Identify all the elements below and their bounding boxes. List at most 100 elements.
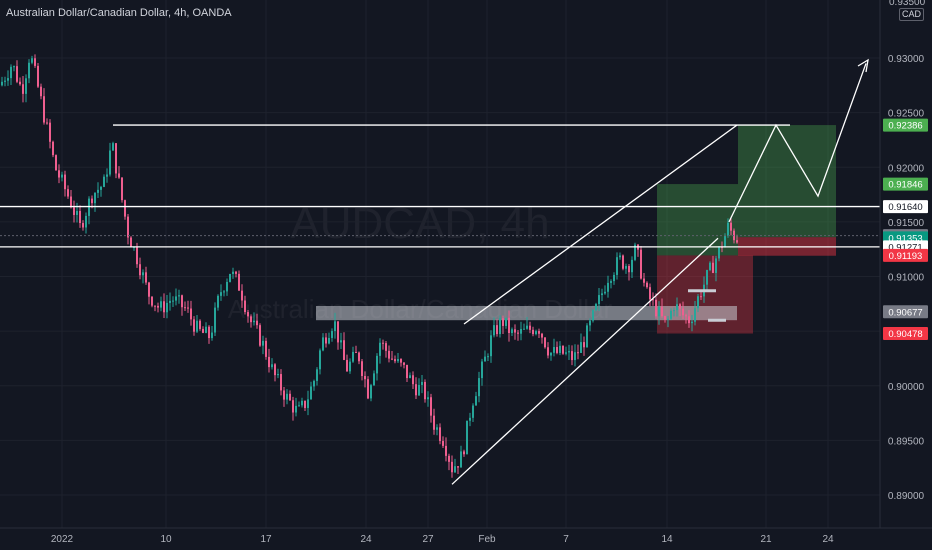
candle-body [553,347,555,353]
candle-body [607,282,609,292]
candle-body [628,265,630,273]
candle-body [613,274,615,282]
candle-body [604,291,606,294]
candle-body [367,379,369,399]
candle-body [439,427,441,441]
candle-body [415,384,417,396]
candle-body [10,66,12,79]
candle-body [538,331,540,334]
candle-body [7,78,9,81]
currency-badge[interactable]: CAD [899,8,925,21]
candle-body [319,350,321,370]
candle-body [481,361,483,379]
candle-body [136,247,138,265]
candle-body [418,384,420,396]
candle-body [451,461,453,473]
candle-body [34,58,36,66]
candle-body [160,301,162,308]
candle-body [301,400,303,406]
candle-body [211,332,213,339]
x-tick-label: 7 [563,534,569,545]
candle-body [505,317,507,326]
candle-body [661,306,663,317]
candle-body [469,417,471,421]
candle-body [73,207,75,215]
candle-body [223,291,225,293]
x-tick-label: 14 [661,534,673,545]
candle-body [46,122,48,124]
candle-body [100,186,102,190]
candle-body [724,235,726,248]
x-tick-label: 21 [760,534,772,545]
candle-body [589,320,591,326]
candle-body [247,312,249,317]
candle-body [652,299,654,301]
price-badge-text: 0.91846 [888,180,922,191]
candle-body [616,257,618,275]
candle-body [67,189,69,197]
candle-body [493,325,495,336]
candle-body [181,295,183,308]
candle-body [358,352,360,362]
candle-body [595,304,597,311]
candle-body [646,282,648,288]
candle-body [430,397,432,416]
candle-body [271,364,273,368]
candle-body [40,86,42,97]
candle-body [424,381,426,400]
candle-body [295,405,297,413]
candle-body [355,351,357,353]
candle-body [541,333,543,338]
candle-body [226,281,228,292]
candle-body [643,278,645,283]
candle-body [55,155,57,171]
candle-body [436,427,438,430]
candle-body [544,337,546,348]
candle-body [736,240,738,243]
candle-body [334,321,336,332]
candle-body [238,273,240,291]
candle-body [427,397,429,400]
candle-body [229,273,231,282]
candle-body [460,451,462,468]
candle-body [292,400,294,413]
candle-body [346,359,348,372]
candle-body [178,295,180,297]
candle-body [61,174,63,178]
candle-body [205,326,207,333]
candle-body [523,328,525,330]
price-badge-0.91846 [883,177,928,191]
candle-body [466,420,468,455]
candle-body [586,325,588,348]
x-tick-label: 17 [260,534,272,545]
candle-body [559,345,561,353]
candle-body [688,316,690,324]
candle-body [16,66,18,82]
candle-body [484,356,486,362]
candle-body [685,315,687,317]
candle-body [730,222,732,231]
candle-body [25,78,27,94]
candle-body [76,210,78,215]
candle-body [592,310,594,321]
candle-body [487,356,489,358]
candle-body [265,340,267,357]
x-tick-label: Feb [478,534,496,545]
candle-body [277,374,279,376]
candle-body [241,290,243,301]
candle-body [634,244,636,260]
candle-body [370,385,372,399]
candle-body [208,326,210,339]
candle-body [640,249,642,279]
candle-body [37,65,39,87]
y-tick-label: 0.93000 [888,54,925,65]
candles [1,54,738,478]
candle-body [676,304,678,311]
candle-body [184,307,186,309]
candle-body [601,293,603,296]
candle-body [448,455,450,462]
candle-body [124,200,126,217]
candle-body [574,352,576,361]
